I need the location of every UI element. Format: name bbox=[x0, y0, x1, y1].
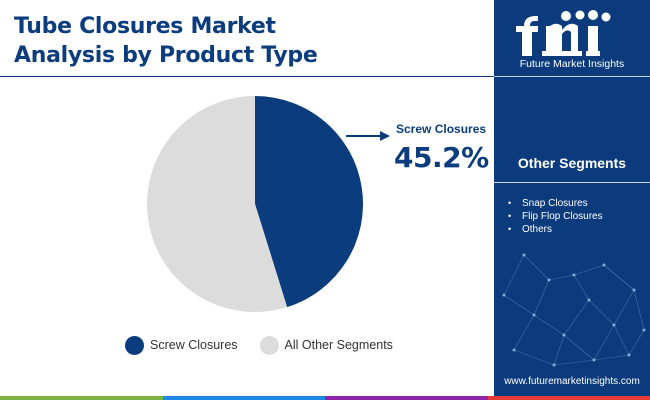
sidebar-divider-middle bbox=[494, 182, 650, 183]
legend-item-screw-closures: Screw Closures bbox=[125, 335, 238, 355]
callout-label: Screw Closures bbox=[396, 122, 487, 136]
fmi-logo-icon bbox=[516, 10, 611, 56]
legend-swatch-screw-closures bbox=[125, 335, 144, 355]
other-segments-title: Other Segments bbox=[517, 155, 627, 171]
sidebar-divider-top bbox=[494, 76, 650, 77]
list-item: Others bbox=[508, 223, 648, 236]
callout-arrow-icon bbox=[346, 131, 390, 141]
website-link[interactable]: www.futuremarketinsights.com bbox=[504, 376, 640, 387]
legend-label-all-other-segments: All Other Segments bbox=[284, 338, 393, 352]
bottom-bar-segment bbox=[325, 396, 488, 400]
network-decoration-icon bbox=[502, 253, 646, 367]
sidebar-panel: Future Market Insights Other Segments Sn… bbox=[494, 0, 650, 400]
brand-name: Future Market Insights bbox=[519, 58, 625, 70]
legend-label-screw-closures: Screw Closures bbox=[150, 338, 238, 352]
legend-item-all-other-segments: All Other Segments bbox=[259, 335, 393, 355]
title-divider bbox=[0, 76, 494, 77]
title-line-2: Analysis by Product Type bbox=[14, 43, 318, 68]
bottom-bar-segment bbox=[487, 396, 650, 400]
title-line-1: Tube Closures Market bbox=[14, 14, 276, 39]
pie-slice-all-other-segments bbox=[146, 96, 288, 312]
chart-legend: Screw Closures All Other Segments bbox=[125, 334, 415, 356]
list-item: Flip Flop Closures bbox=[508, 210, 648, 223]
callout-value: 45.2% bbox=[394, 141, 489, 174]
pie-slice-screw-closures bbox=[255, 96, 363, 308]
list-item: Snap Closures bbox=[508, 197, 648, 210]
bottom-bar-segment bbox=[162, 396, 325, 400]
legend-swatch-all-other-segments bbox=[259, 335, 279, 355]
other-segments-list: Snap Closures Flip Flop Closures Others bbox=[508, 197, 648, 236]
bottom-bar-segment bbox=[0, 396, 163, 400]
chart-title: Tube Closures Market Analysis by Product… bbox=[14, 12, 374, 70]
bottom-color-bar bbox=[0, 396, 650, 400]
pie-chart bbox=[146, 96, 363, 312]
